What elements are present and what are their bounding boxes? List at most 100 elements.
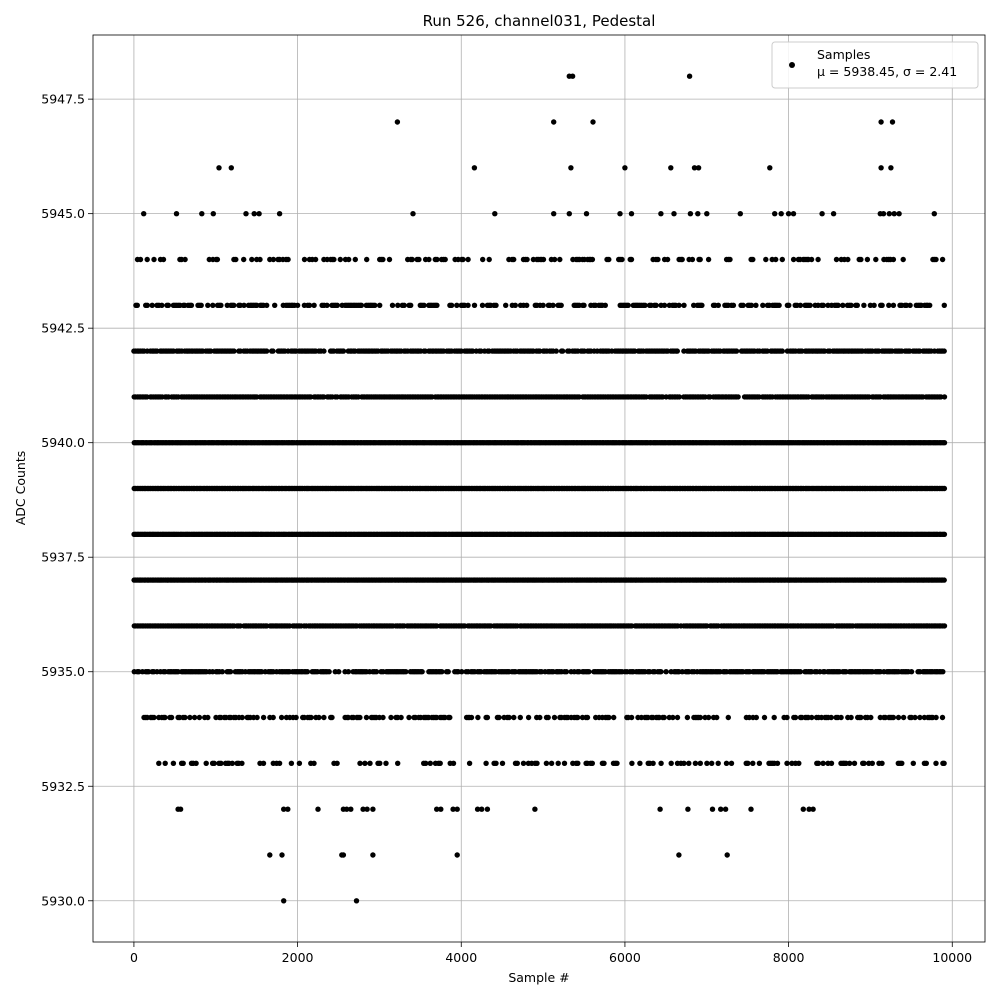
data-point <box>697 256 703 263</box>
data-point <box>270 348 276 354</box>
data-point <box>790 211 797 217</box>
data-point <box>450 806 456 812</box>
data-point <box>454 302 460 308</box>
data-point <box>288 760 295 766</box>
data-point <box>151 714 157 721</box>
data-point <box>227 669 234 675</box>
data-point <box>750 760 756 766</box>
data-point <box>737 211 743 217</box>
data-point <box>159 302 165 308</box>
data-point <box>534 760 540 766</box>
data-point <box>642 302 648 308</box>
data-point <box>474 806 481 812</box>
data-point <box>796 760 802 766</box>
data-point <box>617 211 623 217</box>
data-point <box>389 302 396 308</box>
data-point <box>864 256 871 263</box>
data-point <box>480 256 486 263</box>
y-tick-label: 5940.0 <box>41 435 85 450</box>
y-tick-label: 5947.5 <box>41 92 85 107</box>
data-point <box>445 669 451 675</box>
data-point <box>214 256 221 263</box>
data-point <box>281 898 287 904</box>
data-point <box>681 302 687 308</box>
data-point <box>243 211 249 217</box>
data-point <box>871 302 877 308</box>
y-tick-label: 5935.0 <box>41 664 85 679</box>
data-point <box>471 165 478 171</box>
data-point <box>419 669 425 675</box>
data-point <box>709 806 716 812</box>
data-point <box>584 714 591 721</box>
axes-frame <box>92 34 986 943</box>
data-point <box>264 302 270 308</box>
data-point <box>479 302 486 308</box>
data-point <box>589 760 595 766</box>
data-point <box>619 256 625 263</box>
data-point <box>406 714 412 721</box>
data-point <box>442 256 448 263</box>
data-point <box>191 714 198 721</box>
data-point <box>145 669 152 675</box>
data-point <box>304 669 311 675</box>
data-point <box>735 394 741 400</box>
data-point <box>401 302 407 308</box>
data-point <box>575 760 581 766</box>
legend-box <box>771 41 979 89</box>
data-point <box>715 302 721 308</box>
data-point <box>416 256 422 263</box>
data-point <box>144 256 150 263</box>
data-point <box>439 669 445 675</box>
data-point <box>170 760 177 766</box>
data-point <box>380 714 386 721</box>
data-point <box>808 256 815 263</box>
data-point <box>175 669 181 675</box>
y-tick-label: 5942.5 <box>41 321 85 336</box>
data-point <box>880 211 887 217</box>
data-point <box>606 714 612 721</box>
data-point <box>601 760 607 766</box>
data-point <box>340 348 347 354</box>
data-point <box>861 302 867 308</box>
data-point <box>410 211 416 217</box>
data-point <box>524 256 530 263</box>
data-point <box>784 714 790 721</box>
data-point <box>216 165 222 171</box>
data-point <box>241 256 247 263</box>
data-point <box>890 256 897 263</box>
data-point <box>499 760 506 766</box>
data-point <box>260 760 267 766</box>
data-point <box>674 348 680 354</box>
data-point <box>845 256 851 263</box>
y-axis-label: ADC Counts <box>13 451 28 526</box>
data-point <box>348 806 354 812</box>
data-point <box>779 348 785 354</box>
x-tick-label: 6000 <box>609 950 641 965</box>
data-point <box>370 852 376 858</box>
data-point <box>854 302 860 308</box>
data-point <box>479 806 485 812</box>
data-point <box>923 760 929 766</box>
data-point <box>506 714 512 721</box>
data-point <box>149 302 155 308</box>
data-point <box>205 714 211 721</box>
data-point <box>285 256 291 263</box>
data-point <box>828 760 835 766</box>
data-point <box>691 302 697 308</box>
data-point <box>165 302 172 308</box>
data-point <box>684 714 691 721</box>
data-point <box>278 714 285 721</box>
data-point <box>899 760 905 766</box>
data-point <box>182 714 188 721</box>
data-point <box>210 211 216 217</box>
data-point <box>360 806 366 812</box>
data-point <box>704 760 710 766</box>
data-point <box>689 256 696 263</box>
data-point <box>745 760 751 766</box>
data-point <box>551 256 558 263</box>
data-point <box>933 256 939 263</box>
data-point <box>815 760 822 766</box>
data-point <box>394 119 401 125</box>
data-point <box>835 302 841 308</box>
data-point <box>196 714 203 721</box>
